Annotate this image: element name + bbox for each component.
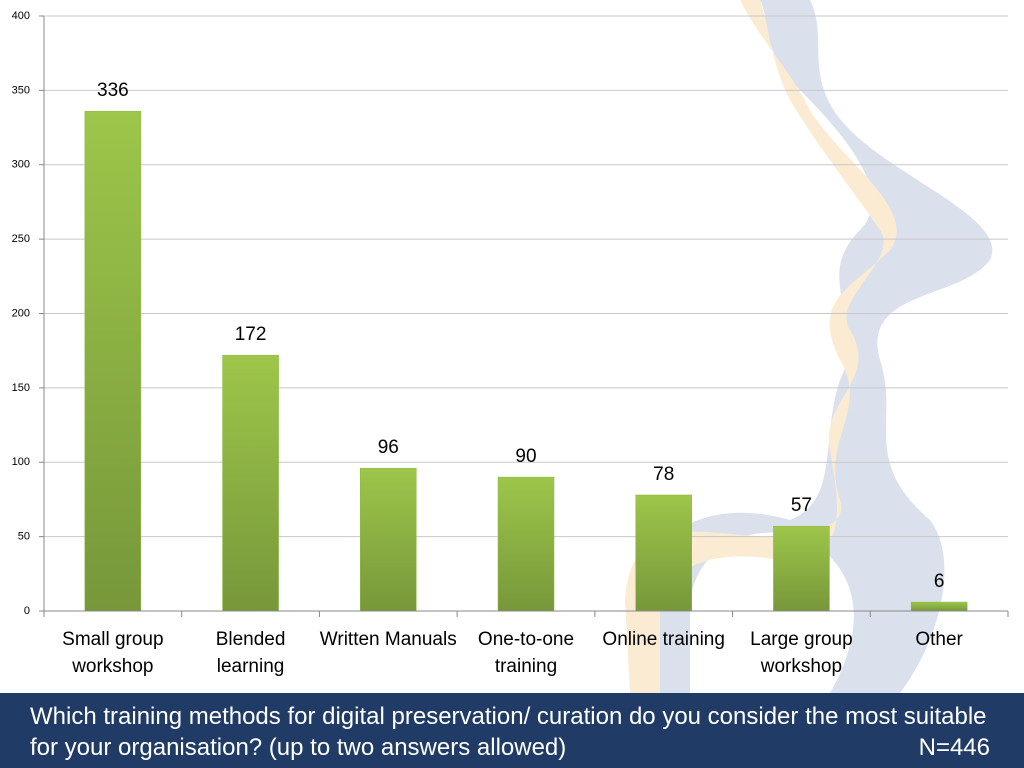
x-tick-label: Other xyxy=(915,629,963,650)
x-tick-label: Small group workshop xyxy=(62,629,164,677)
y-tick-label: 200 xyxy=(12,307,30,319)
y-tick-label: 350 xyxy=(12,84,30,96)
footer: Which training methods for digital prese… xyxy=(0,693,1024,768)
x-tick-label: Blended learning xyxy=(215,629,286,677)
bar xyxy=(910,601,968,612)
y-tick-label: 0 xyxy=(24,605,30,617)
question: Which training methods for digital prese… xyxy=(30,703,987,761)
bar xyxy=(84,110,142,612)
data-label: 57 xyxy=(791,495,812,516)
y-tick-label: 100 xyxy=(12,456,30,468)
chart: 0 50 100 150 200 250 300 350 400 336 172 96 90 78 57 6 xyxy=(12,0,1009,693)
y-tick-label: 50 xyxy=(18,531,30,543)
y-tick-label: 300 xyxy=(12,159,30,171)
data-label: 172 xyxy=(235,324,267,345)
x-tick-label: Online training xyxy=(602,629,725,650)
bar xyxy=(222,354,279,612)
bars: 336 172 96 90 78 57 6 xyxy=(84,80,968,612)
data-label: 90 xyxy=(515,446,536,467)
bar xyxy=(773,525,830,612)
data-label: 336 xyxy=(97,80,129,101)
y-tick-label: 150 xyxy=(12,382,30,394)
data-label: 78 xyxy=(653,464,674,485)
data-label: 6 xyxy=(934,571,945,592)
bar xyxy=(360,467,417,612)
y-tick-label: 250 xyxy=(12,233,30,245)
background-decoration xyxy=(625,0,993,693)
bar xyxy=(497,476,555,612)
bar xyxy=(635,494,692,612)
sample-size: N=446 xyxy=(918,734,990,761)
x-tick-label: One-to-one training xyxy=(477,629,575,677)
data-label: 96 xyxy=(378,437,399,458)
x-tick-label: Large group workshop xyxy=(750,629,853,677)
grid: 0 50 100 150 200 250 300 350 400 xyxy=(12,10,1009,617)
y-tick-label: 400 xyxy=(12,10,30,22)
x-tick-label: Written Manuals xyxy=(319,629,457,650)
